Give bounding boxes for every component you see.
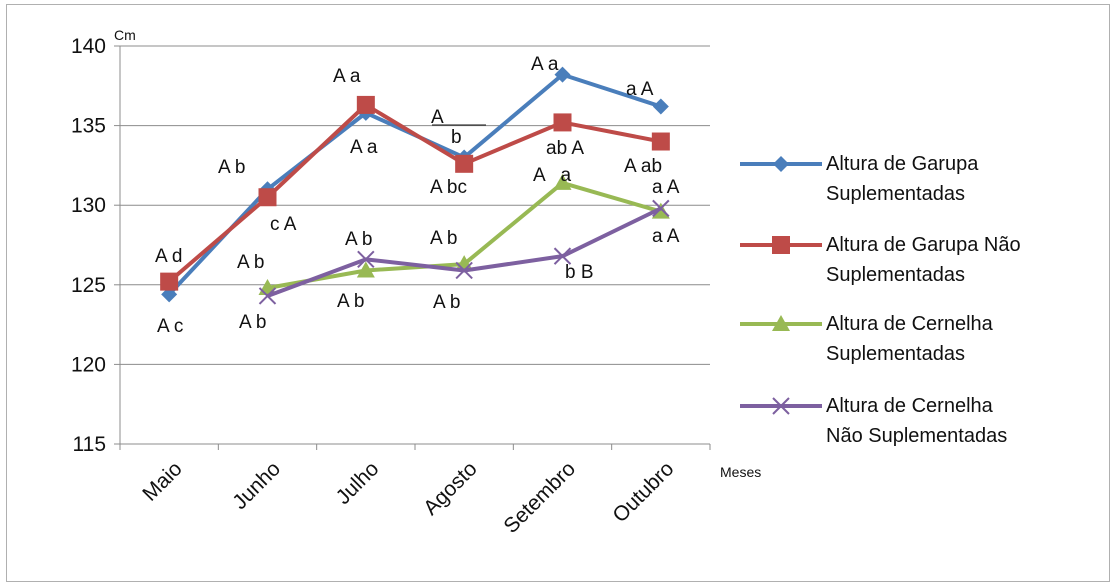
annotation-label: A b [239,312,266,333]
annotation-label: c A [270,214,297,235]
chart-frame [6,4,1110,582]
legend-label: Altura de Cernelha [826,313,994,335]
data-point [652,199,670,218]
annotation-label: b [451,127,462,148]
legend-marker [772,236,790,254]
legend-item-2: Altura de Garupa Não Suplementadas [740,234,1021,286]
x-tick-labels: Maio Junho Julho Agosto Setembro Outubro [138,457,678,538]
y-tick-label: 135 [71,115,106,138]
y-tick-label: 140 [71,35,106,58]
annotation-label: A b [433,292,460,313]
legend-label: Altura de Garupa Não [826,234,1021,256]
x-tick-label-agosto: Agosto [419,457,482,520]
data-point [554,66,571,83]
annotation-label: A b [430,228,457,249]
series-4 [258,199,670,305]
data-point [455,261,473,280]
annotation-label: A b [237,252,264,273]
series-group [160,66,670,305]
x-marker-stroke [553,247,572,265]
series-line [266,206,662,298]
annotation-label: A c [157,316,183,337]
x-tick-label-outubro: Outubro [608,457,678,527]
legend-label: Altura de Cernelha [826,395,994,417]
annotation-label: A a [531,54,559,75]
legend-item-3: Altura de Cernelha Suplementadas [740,313,994,365]
annotation-label: ab A [546,138,584,159]
annotation-label: a A [626,79,654,100]
x-tick-label-maio: Maio [138,457,186,505]
annotation-label: A bc [430,177,467,198]
data-point [357,250,375,269]
annotations: A d A c A b c A A b A b A a A a A b A b Ab A bc A b A… [155,54,680,337]
data-point [160,272,179,291]
legend-label: Não Suplementadas [826,425,1007,447]
legend-label: Altura de Garupa [826,153,979,175]
legend-item-1: Altura de Garupa Suplementadas [740,153,979,205]
data-point [553,173,572,190]
annotation-label: A b [345,229,372,250]
series-line [167,102,662,284]
annotation-label: A d [155,246,182,267]
data-point [652,98,669,115]
x-marker-stroke [772,397,790,415]
y-axis-label: Cm [114,27,136,43]
data-point [258,287,277,305]
annotation-label: A ab [624,156,662,177]
legend-label: Suplementadas [826,183,965,205]
legend-item-4: Altura de Cernelha Não Suplementadas [740,395,1007,447]
x-tick-label-julho: Julho [332,457,384,509]
y-tick-labels: 115 120 125 130 135 140 [71,35,106,456]
data-point [651,132,670,151]
annotation-label: A a [533,165,571,186]
y-tick-label: 120 [71,353,106,376]
legend-marker [772,397,790,415]
gridlines [120,45,710,365]
x-tick-label-setembro: Setembro [499,457,580,538]
data-point [258,188,277,207]
y-tick-label: 115 [73,433,106,456]
x-marker-stroke [652,199,670,218]
legend-marker [772,315,790,331]
annotation-label: b B [565,262,594,283]
annotation-label: A [431,107,444,128]
series-2 [160,95,670,291]
x-tick-label-junho: Junho [228,457,285,514]
y-tick-label: 130 [71,194,106,217]
axes [114,45,711,450]
annotation-label: A a [333,66,361,87]
data-point [553,113,572,132]
annotation-label: A b [337,291,364,312]
y-tick-label: 125 [71,274,106,297]
x-marker-stroke [455,261,473,280]
legend-marker [773,156,789,172]
data-point [455,154,474,173]
x-marker-stroke [258,287,277,305]
x-marker-stroke [357,250,375,269]
legend-label: Suplementadas [826,264,965,286]
data-point [553,247,572,265]
data-point [356,261,375,278]
annotation-label: a A [652,226,680,247]
data-point [356,95,375,114]
annotation-label: A a [350,137,378,158]
legend-label: Suplementadas [826,343,965,365]
annotation-label: a A [652,177,680,198]
annotation-label: A b [218,157,245,178]
x-axis-label: Meses [720,464,761,480]
